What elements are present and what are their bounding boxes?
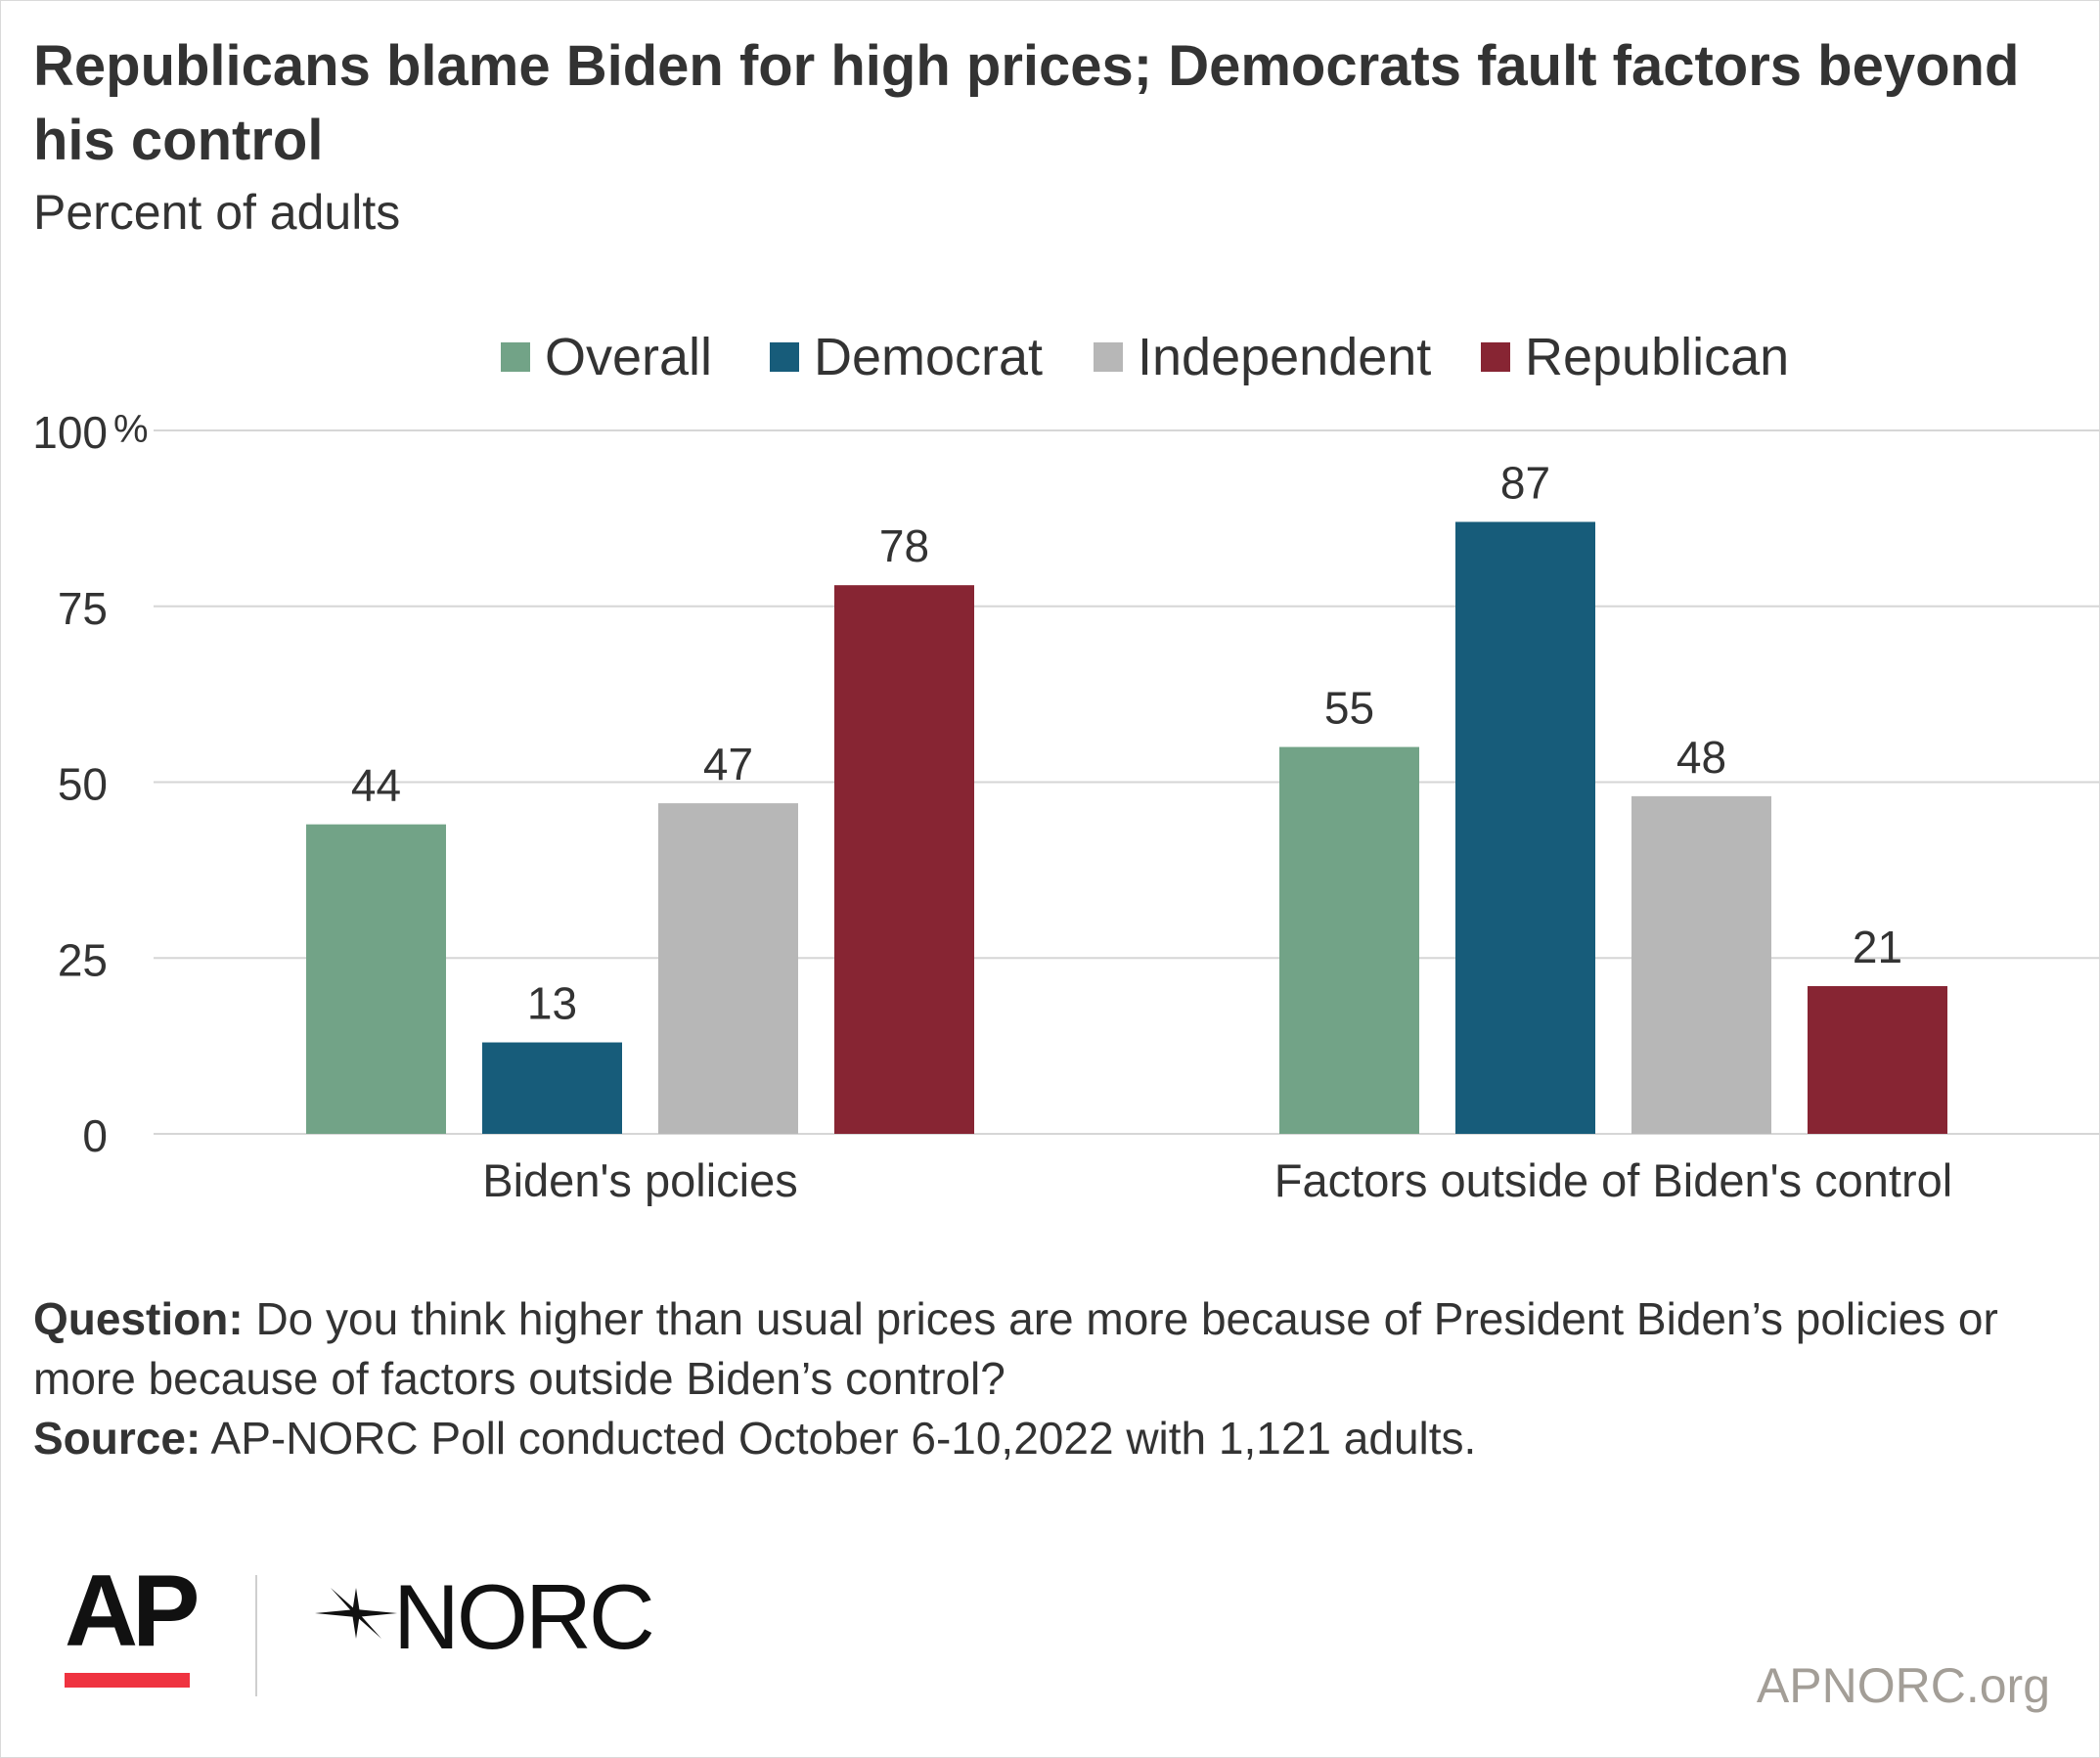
legend-label-democrat: Democrat [814, 328, 1044, 386]
legend-swatch-democrat [770, 342, 799, 372]
bar-value-label: 87 [1500, 457, 1550, 508]
y-unit-label: % [113, 408, 149, 451]
norc-logo-text: NORC [393, 1565, 652, 1668]
legend: Overall Democrat Independent Republican [0, 323, 2100, 391]
footnote: Question: Do you think higher than usual… [33, 1289, 2068, 1468]
source-label: Source: [33, 1413, 201, 1464]
legend-swatch-overall [501, 342, 530, 372]
bar [1455, 521, 1595, 1134]
x-category-label: Factors outside of Biden's control [1274, 1154, 1952, 1206]
logo-divider [255, 1575, 257, 1696]
ap-logo-text: AP [65, 1555, 197, 1668]
source-text: AP-NORC Poll conducted October 6-10,2022… [201, 1413, 1477, 1464]
question-text: Do you think higher than usual prices ar… [33, 1293, 1998, 1404]
bar [1279, 746, 1419, 1134]
legend-label-republican: Republican [1525, 328, 1790, 386]
bar [306, 824, 446, 1134]
y-tick-label: 75 [58, 583, 108, 634]
bar [1631, 795, 1771, 1134]
website-url[interactable]: APNORC.org [1756, 1658, 2050, 1713]
legend-label-overall: Overall [545, 328, 713, 386]
legend-label-independent: Independent [1138, 328, 1432, 386]
bar [658, 803, 798, 1134]
legend-swatch-independent [1094, 342, 1123, 372]
bar-value-label: 21 [1853, 922, 1902, 972]
legend-swatch-republican [1481, 342, 1510, 372]
bar [834, 585, 974, 1134]
y-tick-label: 0 [82, 1110, 108, 1161]
y-tick-label: 100 [32, 407, 108, 458]
ap-logo: AP [65, 1555, 201, 1688]
legend-item-democrat: Democrat [770, 323, 1043, 391]
question-label: Question: [33, 1293, 244, 1344]
bar-chart: 0 25 50 75 100 % 44 13 47 78 Biden's policies 55 87 4… [32, 407, 2100, 1206]
y-tick-label: 25 [58, 934, 108, 985]
legend-item-overall: Overall [501, 323, 712, 391]
legend-item-republican: Republican [1481, 323, 1789, 391]
bar-value-label: 44 [351, 760, 401, 811]
chart-subtitle: Percent of adults [33, 185, 401, 240]
y-tick-label: 50 [58, 759, 108, 810]
bar-value-label: 55 [1324, 683, 1374, 734]
bar-value-label: 13 [527, 978, 577, 1029]
bar-value-label: 47 [703, 739, 753, 789]
bar-value-label: 78 [879, 520, 929, 571]
norc-logo: NORC [315, 1565, 655, 1668]
bar [482, 1042, 622, 1134]
x-category-label: Biden's policies [482, 1154, 797, 1206]
bar [1808, 986, 1947, 1134]
chart-title: Republicans blame Biden for high prices;… [33, 34, 2020, 172]
ap-logo-underline [65, 1673, 190, 1688]
norc-star-icon [315, 1588, 397, 1639]
bar-value-label: 48 [1676, 732, 1726, 783]
legend-item-independent: Independent [1094, 323, 1431, 391]
